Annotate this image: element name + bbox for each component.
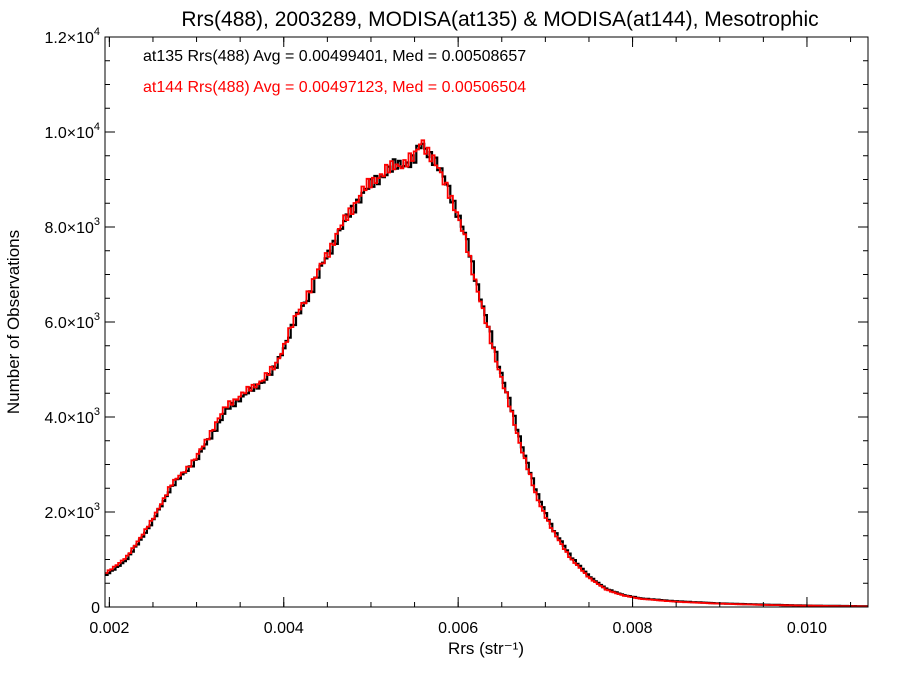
y-tick-label: 1.2×104: [44, 26, 100, 47]
x-tick-label: 0.004: [264, 620, 304, 637]
y-tick-label: 0: [91, 600, 100, 617]
legend-entry-at144: at144 Rrs(488) Avg = 0.00497123, Med = 0…: [143, 79, 526, 96]
y-tick-label: 2.0×103: [44, 501, 100, 522]
series-line-at135: [105, 142, 868, 608]
y-axis-ticks: 0 2.0×103 4.0×103 6.0×103 8.0×103 1.0×104 1.2×…: [44, 26, 868, 617]
x-tick-label: 0.010: [787, 620, 827, 637]
y-tick-label: 6.0×103: [44, 311, 100, 332]
y-tick-label: 1.0×104: [44, 121, 100, 142]
x-axis-label: Rrs (str⁻¹): [448, 639, 524, 658]
x-tick-label: 0.008: [613, 620, 653, 637]
legend-entry-at135: at135 Rrs(488) Avg = 0.00499401, Med = 0…: [143, 48, 526, 65]
series-line-at144: [105, 139, 868, 608]
chart-title: Rrs(488), 2003289, MODISA(at135) & MODIS…: [181, 8, 818, 31]
series-layer: [105, 139, 868, 608]
x-tick-label: 0.006: [438, 620, 478, 637]
x-tick-label: 0.002: [89, 620, 129, 637]
y-tick-label: 8.0×103: [44, 216, 100, 237]
y-axis-label: Number of Observations: [4, 230, 23, 414]
y-tick-label: 4.0×103: [44, 406, 100, 427]
legend: at135 Rrs(488) Avg = 0.00499401, Med = 0…: [143, 48, 526, 96]
x-axis-ticks: 0.002 0.004 0.006 0.008 0.010: [89, 37, 852, 637]
